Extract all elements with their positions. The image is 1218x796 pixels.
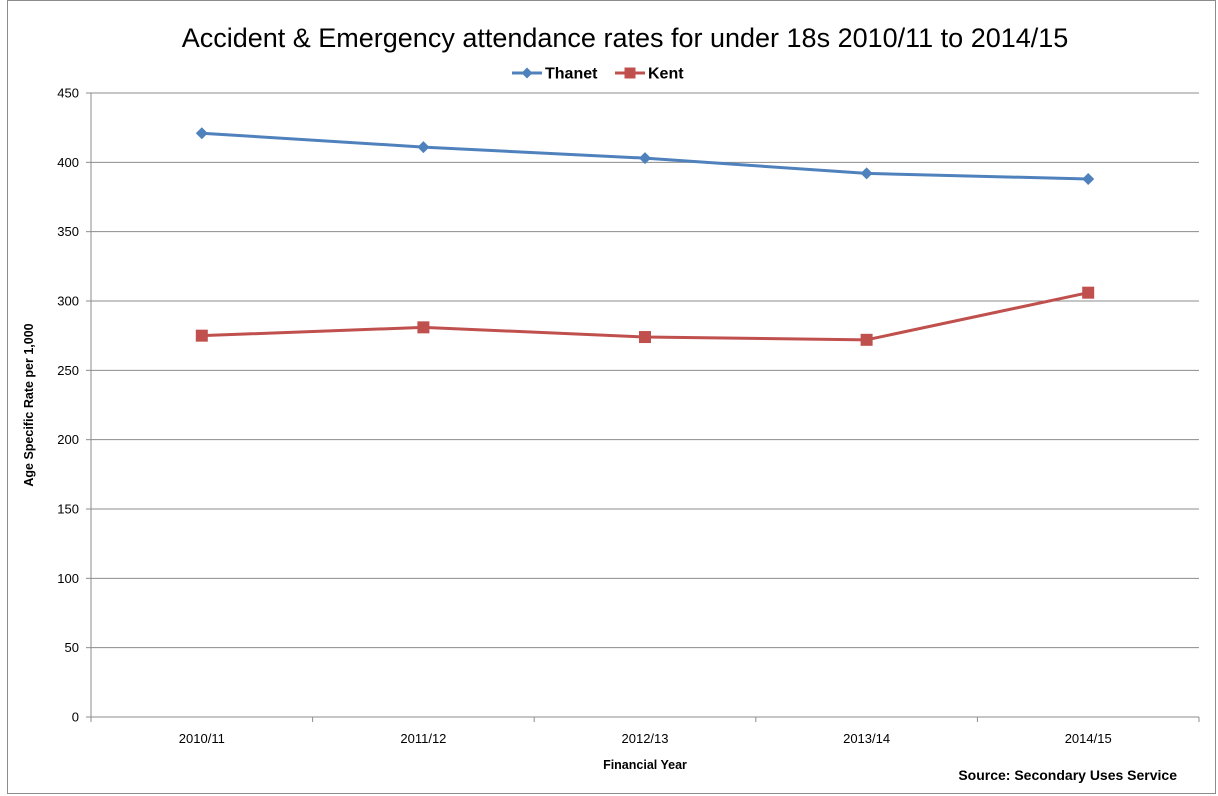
x-axis-title: Financial Year: [603, 758, 687, 772]
series-thanet: [195, 127, 1095, 185]
data-point-kent: [639, 331, 651, 344]
data-point-thanet: [860, 167, 873, 180]
data-point-thanet: [1082, 172, 1095, 185]
y-tick-label: 100: [57, 571, 79, 586]
x-tick-label: 2013/14: [843, 731, 890, 746]
y-tick-label: 450: [57, 86, 79, 101]
x-tick-label: 2014/15: [1065, 731, 1112, 746]
y-tick-label: 350: [57, 224, 79, 239]
data-point-thanet: [417, 141, 430, 154]
axes: [86, 92, 1200, 722]
chart-title: Accident & Emergency attendance rates fo…: [182, 23, 1069, 53]
data-point-kent: [195, 329, 208, 342]
y-tick-label: 400: [57, 155, 79, 170]
legend-label: Thanet: [545, 66, 598, 83]
series-layer: [195, 127, 1095, 346]
series-kent: [195, 286, 1095, 346]
data-point-kent: [417, 321, 430, 334]
y-tick-label: 0: [72, 710, 79, 725]
data-point-kent: [1082, 286, 1095, 299]
legend-label: Kent: [648, 66, 684, 83]
x-tick-label: 2010/11: [179, 731, 225, 746]
y-tick-label: 50: [65, 640, 79, 655]
legend-item-thanet: Thanet: [512, 66, 598, 83]
legend: Thanet Kent: [512, 66, 684, 83]
square-marker-icon: [624, 67, 636, 79]
y-axis-title: Age Specific Rate per 1,000: [22, 323, 36, 486]
legend-item-kent: Kent: [615, 66, 684, 83]
y-tick-label: 150: [57, 502, 79, 517]
y-tick-labels: 0 50 100 150 200 250 300 350 400 450: [57, 86, 79, 725]
data-point-kent: [860, 333, 873, 346]
x-tick-label: 2011/12: [400, 731, 446, 746]
y-tick-label: 200: [57, 432, 79, 447]
y-tick-label: 250: [57, 363, 79, 378]
x-tick-label: 2012/13: [622, 731, 669, 746]
data-point-thanet: [195, 127, 208, 140]
x-tick-labels: 2010/11 2011/12 2012/13 2013/14 2014/15: [179, 731, 1112, 746]
source-note: Source: Secondary Uses Service: [958, 767, 1177, 783]
data-point-thanet: [639, 152, 651, 165]
diamond-marker-icon: [521, 67, 533, 79]
y-tick-label: 300: [57, 294, 79, 309]
